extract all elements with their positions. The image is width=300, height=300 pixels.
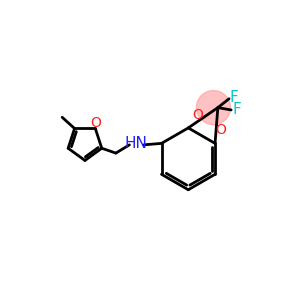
Text: O: O [90, 116, 101, 130]
Text: O: O [192, 108, 203, 122]
Text: O: O [215, 123, 226, 137]
Text: F: F [230, 90, 239, 105]
Text: HN: HN [124, 136, 147, 151]
Circle shape [196, 91, 230, 125]
Text: F: F [232, 103, 241, 118]
